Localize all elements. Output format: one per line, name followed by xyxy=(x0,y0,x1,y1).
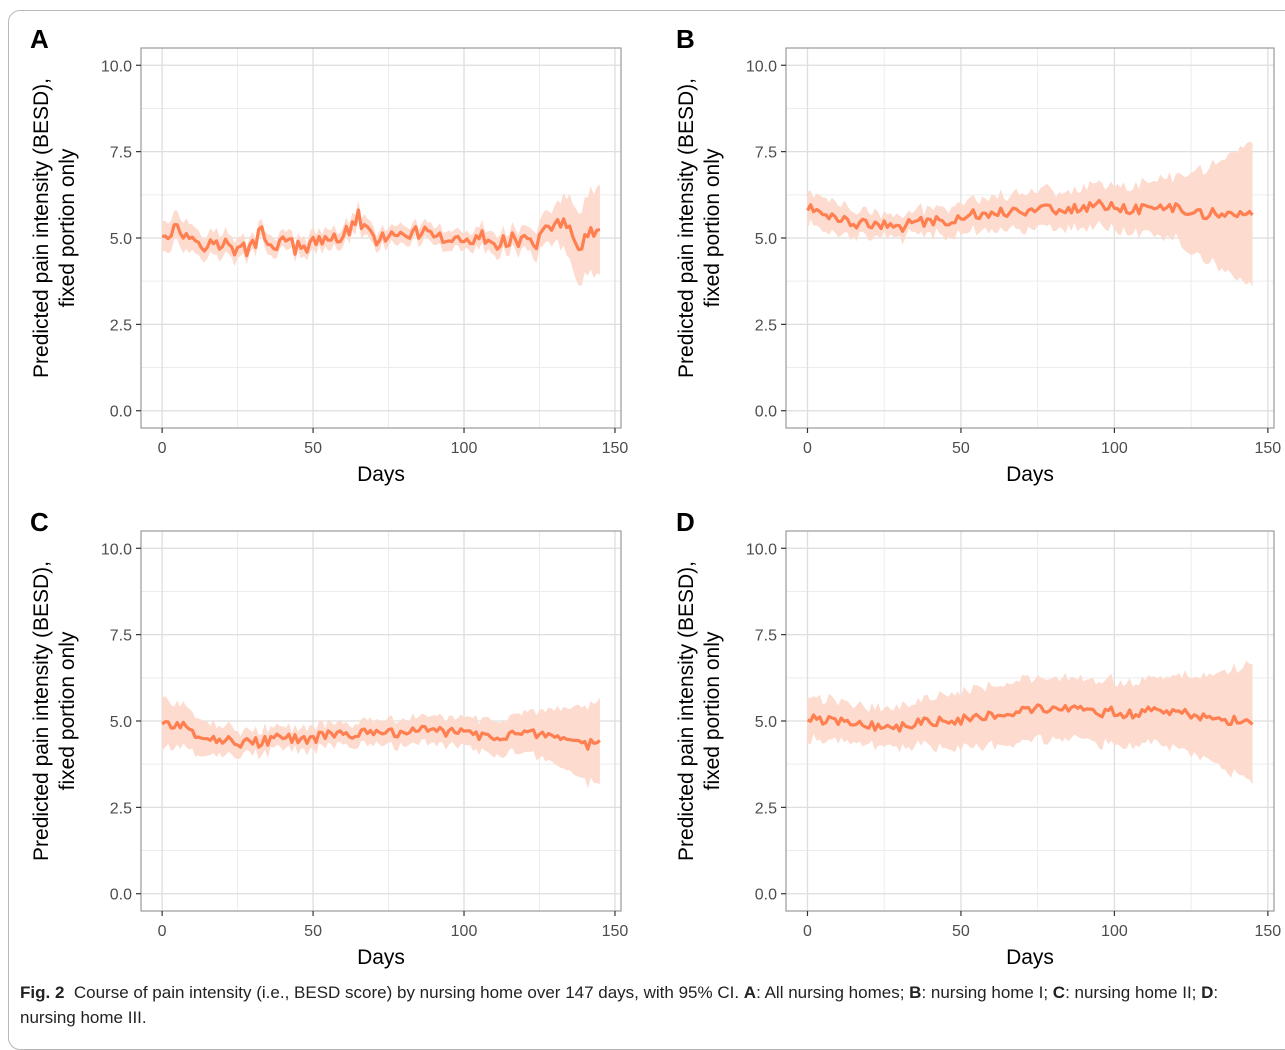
caption-desc-d: : nursing home III. xyxy=(20,983,1219,1027)
x-tick-label: 100 xyxy=(1101,923,1128,940)
y-axis-title-line2: fixed portion only xyxy=(701,631,724,790)
confidence-ribbon xyxy=(162,696,600,789)
x-tick-label: 50 xyxy=(304,440,322,457)
x-tick-label: 150 xyxy=(1255,440,1282,457)
x-tick-label: 100 xyxy=(451,440,478,457)
y-tick-label: 7.5 xyxy=(755,145,777,162)
x-tick-label: 0 xyxy=(803,440,812,457)
x-tick-label: 50 xyxy=(952,923,970,940)
panel-letter: A xyxy=(30,24,49,54)
caption-key-c: C xyxy=(1052,983,1066,1002)
panel-letter: D xyxy=(676,507,695,537)
x-tick-label: 0 xyxy=(158,440,167,457)
panel-letter: C xyxy=(30,507,49,537)
y-tick-label: 0.0 xyxy=(110,887,132,904)
y-tick-label: 0.0 xyxy=(110,404,132,421)
y-tick-label: 2.5 xyxy=(110,317,132,334)
confidence-ribbon xyxy=(807,660,1253,785)
caption-desc-c: : nursing home II; xyxy=(1065,983,1202,1002)
x-axis-title: Days xyxy=(1006,463,1054,486)
x-tick-label: 150 xyxy=(602,440,629,457)
y-tick-label: 0.0 xyxy=(755,887,777,904)
y-tick-label: 7.5 xyxy=(755,628,777,645)
y-tick-label: 2.5 xyxy=(755,800,777,817)
chart-panel-c: C 0.0 2.5 5.0 7.5 10.0 0 50 100 150 Days Predicted … xyxy=(30,507,628,969)
chart-panel-d: D 0.0 2.5 5.0 7.5 10.0 0 50 100 150 Days Predicted … xyxy=(675,507,1281,969)
y-axis-title-line2: fixed portion only xyxy=(56,148,79,307)
y-tick-label: 10.0 xyxy=(101,541,132,558)
y-tick-label: 2.5 xyxy=(110,800,132,817)
y-tick-label: 0.0 xyxy=(755,404,777,421)
x-tick-label: 100 xyxy=(451,923,478,940)
x-tick-label: 50 xyxy=(952,440,970,457)
chart-panel-a: A 0.0 2.5 5.0 7.5 10.0 0 50 100 150 Days Predicted … xyxy=(30,24,628,486)
caption-text: Course of pain intensity (i.e., BESD sco… xyxy=(73,983,744,1002)
x-tick-label: 0 xyxy=(158,923,167,940)
caption-key-b: B xyxy=(909,983,922,1002)
figure-panels: A 0.0 2.5 5.0 7.5 10.0 0 50 100 150 Days Predicted … xyxy=(30,24,1281,969)
caption-key-a: A xyxy=(743,983,757,1002)
x-tick-label: 50 xyxy=(304,923,322,940)
y-tick-label: 2.5 xyxy=(755,317,777,334)
y-axis-title: Predicted pain intensity (BESD), xyxy=(675,561,698,861)
y-tick-label: 7.5 xyxy=(110,145,132,162)
x-tick-label: 0 xyxy=(803,923,812,940)
y-tick-label: 5.0 xyxy=(755,714,777,731)
chart-panel-b: B 0.0 2.5 5.0 7.5 10.0 0 50 100 150 Days Predicted … xyxy=(675,24,1281,486)
y-tick-label: 5.0 xyxy=(110,231,132,248)
y-axis-title: Predicted pain intensity (BESD), xyxy=(30,78,53,378)
y-tick-label: 5.0 xyxy=(755,231,777,248)
y-tick-label: 10.0 xyxy=(101,58,132,75)
caption-key-d: D xyxy=(1201,983,1214,1002)
x-tick-label: 150 xyxy=(602,923,629,940)
y-axis-title: Predicted pain intensity (BESD), xyxy=(675,78,698,378)
caption-label: Fig. 2 xyxy=(20,983,65,1002)
x-axis-title: Days xyxy=(357,463,405,486)
y-axis-title: Predicted pain intensity (BESD), xyxy=(30,561,53,861)
mean-line xyxy=(161,720,601,751)
figure-caption: Fig. 2 Course of pain intensity (i.e., B… xyxy=(20,980,1270,1030)
mean-line xyxy=(161,208,601,258)
caption-desc-b: : nursing home I; xyxy=(921,983,1053,1002)
x-axis-title: Days xyxy=(1006,946,1054,969)
y-tick-label: 7.5 xyxy=(110,628,132,645)
y-tick-label: 10.0 xyxy=(746,541,777,558)
y-tick-label: 10.0 xyxy=(746,58,777,75)
mean-line xyxy=(806,703,1254,733)
mean-line xyxy=(806,198,1254,233)
y-axis-title-line2: fixed portion only xyxy=(56,631,79,790)
panel-letter: B xyxy=(676,24,695,54)
y-tick-label: 5.0 xyxy=(110,714,132,731)
x-tick-label: 150 xyxy=(1255,923,1282,940)
x-axis-title: Days xyxy=(357,946,405,969)
confidence-ribbon xyxy=(807,141,1253,287)
x-tick-label: 100 xyxy=(1101,440,1128,457)
y-axis-title-line2: fixed portion only xyxy=(701,148,724,307)
caption-desc-a: : All nursing homes; xyxy=(756,983,910,1002)
